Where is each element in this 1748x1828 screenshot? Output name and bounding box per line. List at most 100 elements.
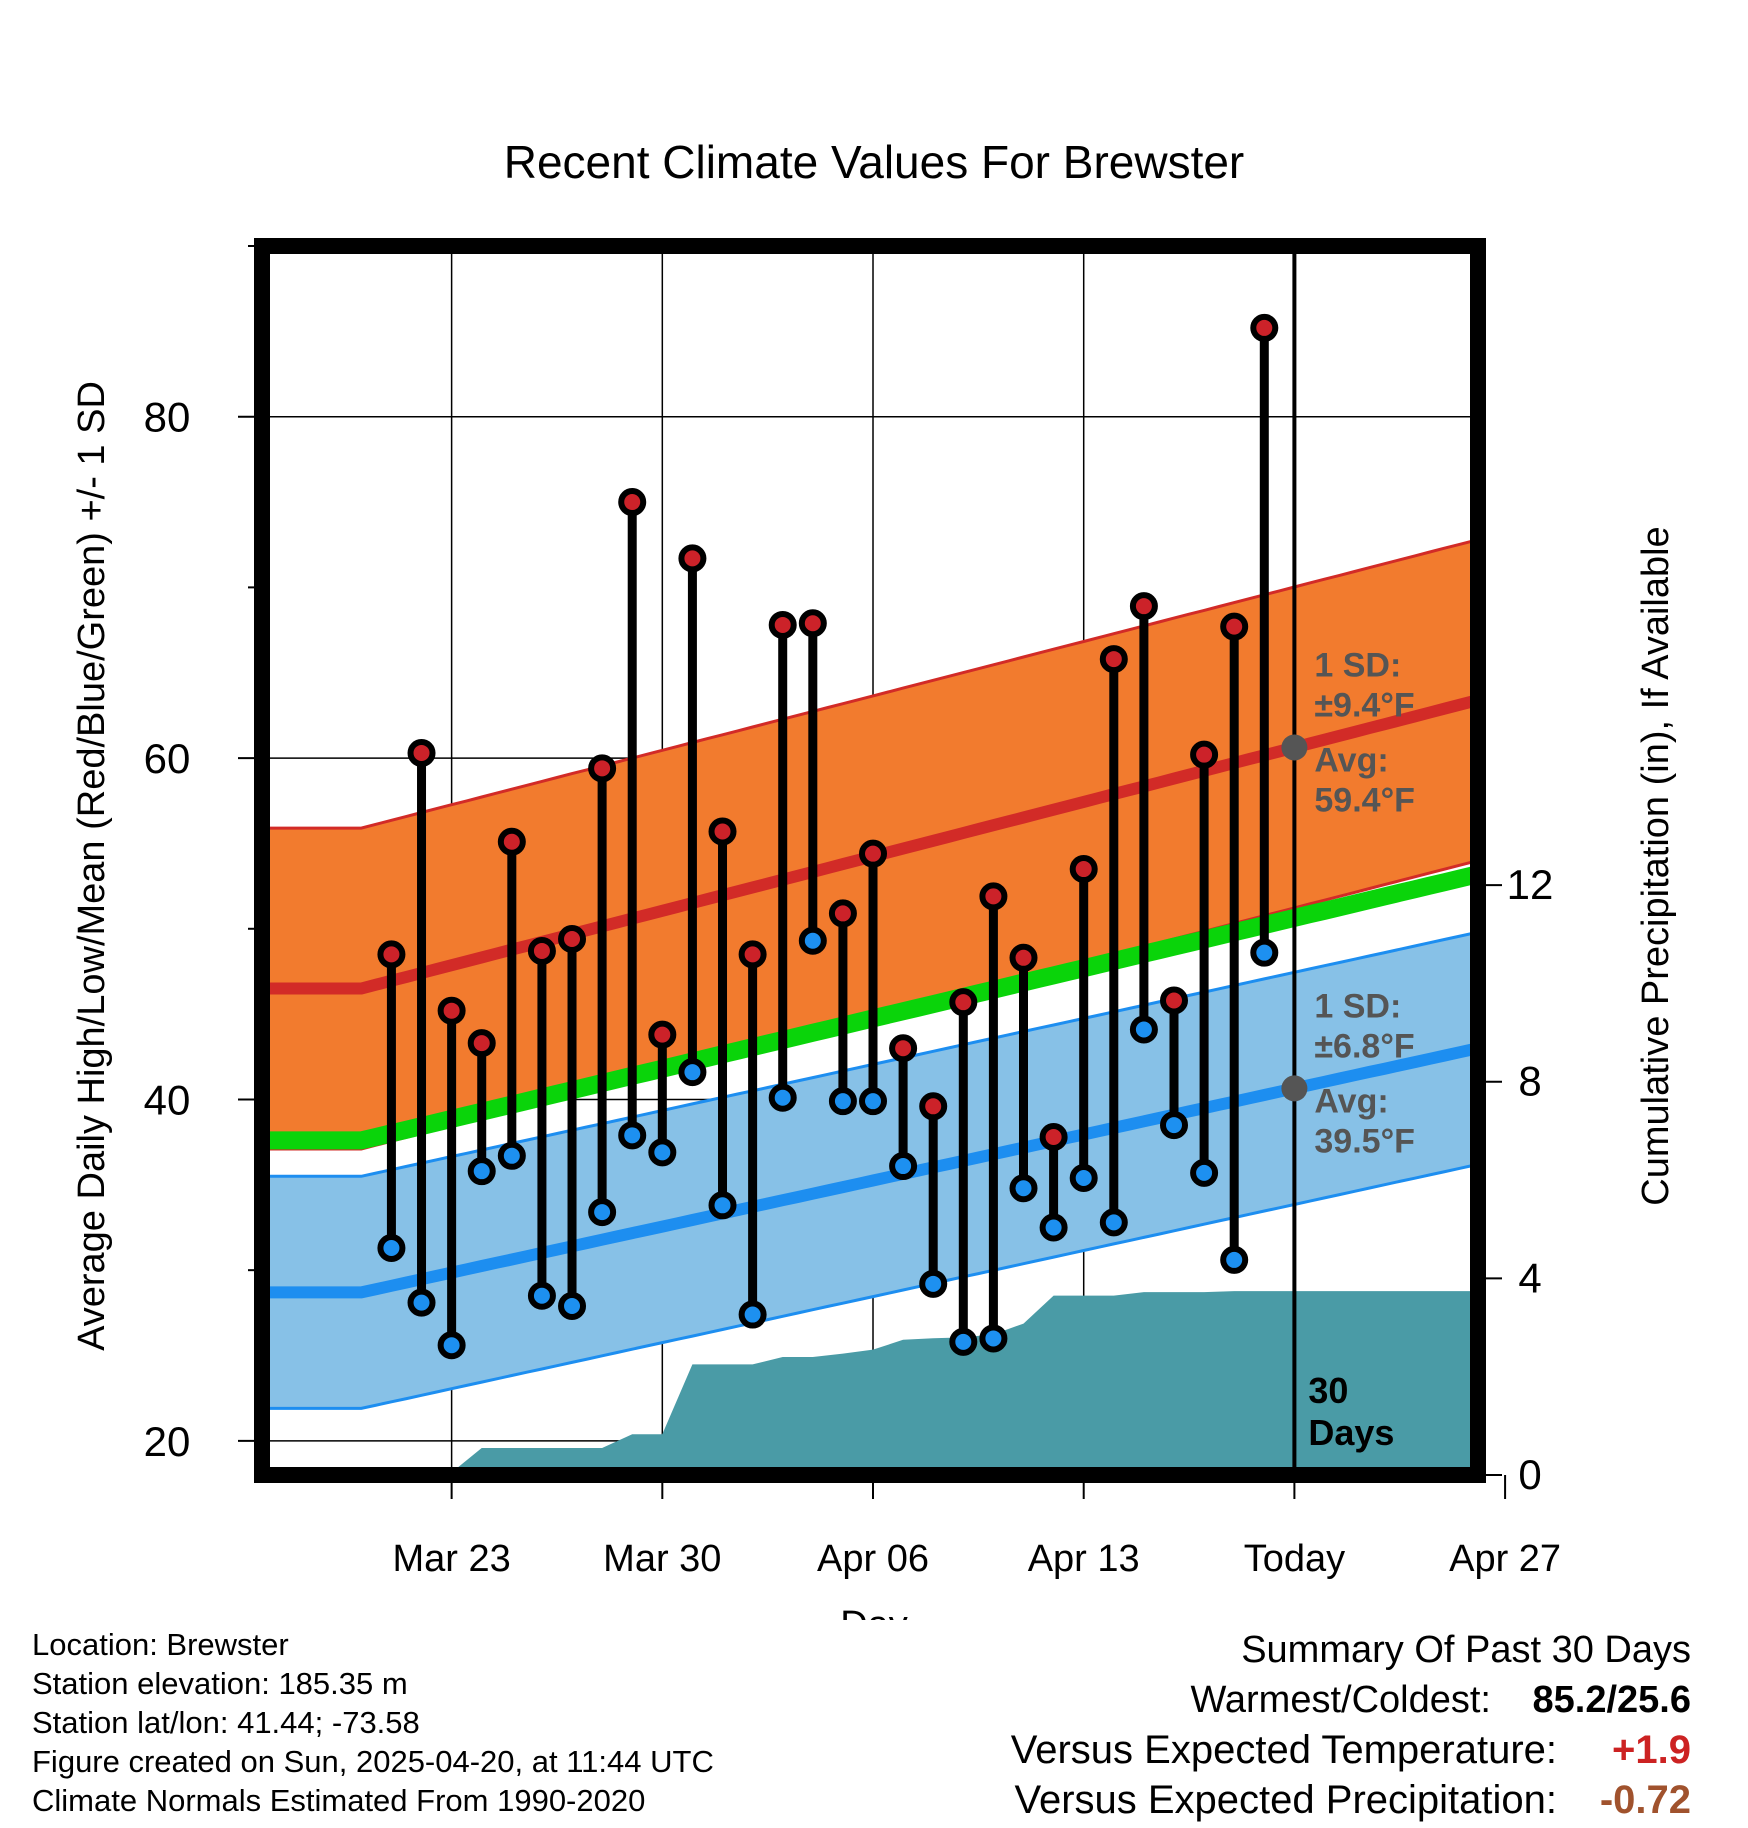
high-point (1160, 986, 1188, 1015)
high-point (979, 882, 1008, 911)
high-point (437, 996, 466, 1025)
summary-precip-value: -0.72 (1599, 1778, 1691, 1822)
y-right-tick-label: 4 (1518, 1254, 1541, 1301)
high-point (1220, 612, 1249, 641)
low-point (497, 1141, 526, 1170)
y-right-tick-label: 12 (1507, 861, 1554, 908)
x-axis-title: Day (840, 1604, 908, 1620)
high-point (768, 610, 797, 639)
high-point (407, 738, 436, 767)
y-right-tick-label: 8 (1518, 1058, 1541, 1105)
y-right-axis-title: Cumulative Precipitation (in), If Availa… (1635, 526, 1677, 1205)
info-latlon: Station lat/lon: 41.44; -73.58 (32, 1705, 420, 1740)
low-point (738, 1300, 767, 1329)
high-point (889, 1034, 918, 1063)
y-tick-label: 40 (144, 1076, 191, 1123)
y-right-tick-label: 0 (1518, 1451, 1541, 1498)
high-point (919, 1092, 948, 1121)
low-point (1099, 1208, 1128, 1237)
low-point (919, 1269, 948, 1298)
low-point (1160, 1111, 1188, 1140)
summary-warmest-label: Warmest/Coldest: (1190, 1679, 1491, 1721)
low-point (949, 1327, 978, 1356)
high-sd-upper-edge (262, 538, 1476, 830)
high-sd-value: ±9.4°F (1314, 686, 1414, 724)
low-avg-value: 39.5°F (1314, 1122, 1415, 1160)
low-sd-value: ±6.8°F (1314, 1027, 1414, 1065)
low-point (859, 1087, 888, 1116)
high-point (1129, 592, 1158, 621)
high-point (1009, 943, 1038, 972)
info-normals: Climate Normals Estimated From 1990-2020 (32, 1783, 646, 1818)
high-point (1069, 855, 1098, 884)
low-point (467, 1157, 496, 1186)
summary-temp-label: Versus Expected Temperature: (1010, 1728, 1557, 1772)
low-point (588, 1198, 617, 1227)
info-location: Location: Brewster (32, 1627, 289, 1662)
high-avg-marker (1281, 734, 1308, 761)
high-point (648, 1020, 677, 1049)
low-point (889, 1152, 918, 1181)
y-axis-title: Average Daily High/Low/Mean (Red/Blue/Gr… (71, 381, 113, 1351)
summary-temp-value: +1.9 (1612, 1728, 1691, 1772)
period-label-unit: Days (1308, 1412, 1394, 1453)
high-point (618, 488, 647, 517)
high-point (708, 817, 737, 846)
x-tick-label: Mar 23 (392, 1538, 510, 1580)
low-avg-label: Avg: (1314, 1082, 1388, 1120)
high-point (798, 609, 827, 638)
summary-temp-row: Versus Expected Temperature: +1.9 (1011, 1725, 1691, 1775)
low-point (768, 1083, 797, 1112)
x-tick-label: Today (1244, 1538, 1345, 1580)
high-point (949, 988, 978, 1017)
climate-chart: Recent Climate Values For Brewster 1 SD:… (71, 136, 1677, 1620)
low-point (1009, 1174, 1038, 1203)
low-point (527, 1281, 556, 1310)
high-point (377, 940, 406, 969)
y-tick-label: 80 (144, 394, 191, 441)
low-point (979, 1324, 1008, 1353)
summary-warmest-row: Warmest/Coldest: 85.2/25.6 (1011, 1675, 1691, 1725)
high-avg-value: 59.4°F (1314, 781, 1415, 819)
low-point (1220, 1245, 1249, 1274)
high-point (1099, 645, 1128, 674)
x-tick-label: Mar 30 (603, 1538, 721, 1580)
high-point (1190, 740, 1219, 769)
low-sd-label: 1 SD: (1314, 987, 1401, 1025)
low-point (798, 926, 827, 955)
low-point (1039, 1213, 1068, 1242)
low-avg-marker (1281, 1075, 1308, 1102)
high-point (588, 754, 617, 783)
high-point (497, 827, 526, 856)
high-point (1250, 313, 1279, 342)
x-tick-label: Apr 06 (817, 1538, 929, 1580)
low-point (618, 1121, 647, 1150)
period-label-number: 30 (1308, 1370, 1348, 1411)
x-tick-label: Apr 13 (1028, 1538, 1140, 1580)
high-point (678, 544, 707, 573)
summary-precip-row: Versus Expected Precipitation: -0.72 (1011, 1775, 1691, 1825)
high-point (738, 940, 767, 969)
low-point (558, 1292, 587, 1321)
y-tick-label: 20 (144, 1418, 191, 1465)
low-point (678, 1058, 707, 1087)
x-tick-label: Apr 27 (1449, 1538, 1561, 1580)
low-point (1190, 1158, 1219, 1187)
mean-normal-line (262, 866, 1478, 1150)
low-point (407, 1288, 436, 1317)
station-info: Location: Brewster Station elevation: 18… (32, 1625, 714, 1820)
low-point (377, 1233, 406, 1262)
low-sd-lower-edge (262, 1163, 1476, 1410)
chart-title: Recent Climate Values For Brewster (504, 136, 1245, 188)
low-point (1250, 938, 1279, 967)
low-point (828, 1087, 857, 1116)
low-point (437, 1331, 466, 1360)
high-point (467, 1029, 496, 1058)
summary-warmest-value: 85.2/25.6 (1532, 1679, 1691, 1721)
summary-precip-label: Versus Expected Precipitation: (1014, 1778, 1557, 1822)
low-point (1069, 1163, 1098, 1192)
high-point (558, 925, 587, 954)
summary-heading: Summary Of Past 30 Days (1241, 1629, 1691, 1671)
info-created: Figure created on Sun, 2025-04-20, at 11… (32, 1744, 714, 1779)
